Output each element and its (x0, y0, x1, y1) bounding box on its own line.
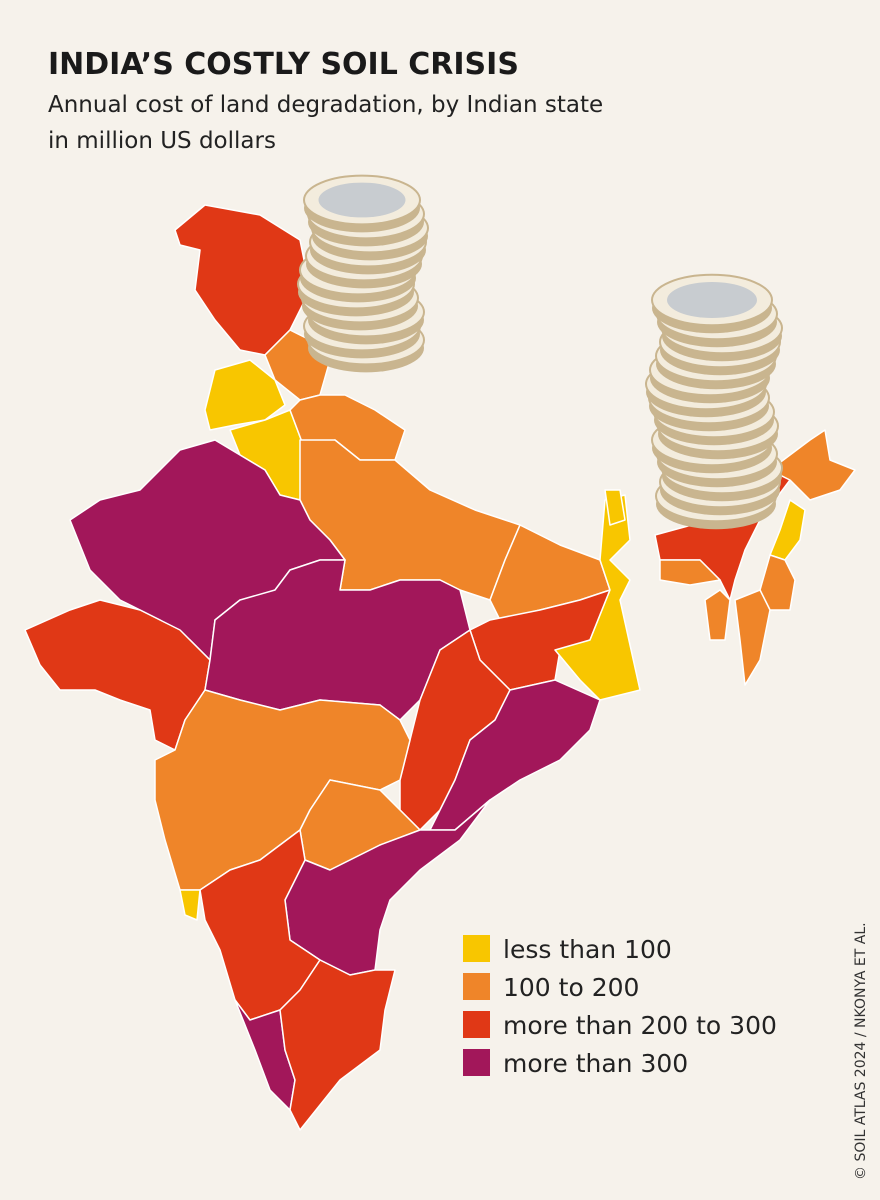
coin-stacks (297, 174, 783, 530)
legend-label: 100 to 200 (503, 973, 639, 1002)
india-map (24, 204, 856, 1131)
state-region (179, 889, 201, 921)
coin-face (667, 282, 757, 318)
title: INDIA’S COSTLY SOIL CRISIS (48, 47, 519, 82)
state-region (554, 494, 641, 701)
state-region (279, 959, 396, 1131)
legend-swatch (463, 1049, 490, 1076)
state-region (659, 559, 721, 586)
subtitle: Annual cost of land degradation, by Indi… (48, 92, 603, 118)
state-region (734, 589, 771, 686)
state-region (604, 489, 626, 526)
legend-swatch (463, 935, 490, 962)
legend-swatch (463, 1011, 490, 1038)
legend-label: less than 100 (503, 935, 672, 964)
legend-label: more than 300 (503, 1049, 688, 1078)
legend: less than 100 100 to 200 more than 200 to … (463, 935, 777, 1078)
credit: © SOIL ATLAS 2024 / NKONYA ET AL. (853, 922, 869, 1180)
state-region (769, 429, 856, 501)
subtitle: in million US dollars (48, 128, 276, 154)
state-region (704, 589, 731, 641)
legend-swatch (463, 973, 490, 1000)
coin-face (318, 182, 406, 218)
legend-label: more than 200 to 300 (503, 1011, 777, 1040)
